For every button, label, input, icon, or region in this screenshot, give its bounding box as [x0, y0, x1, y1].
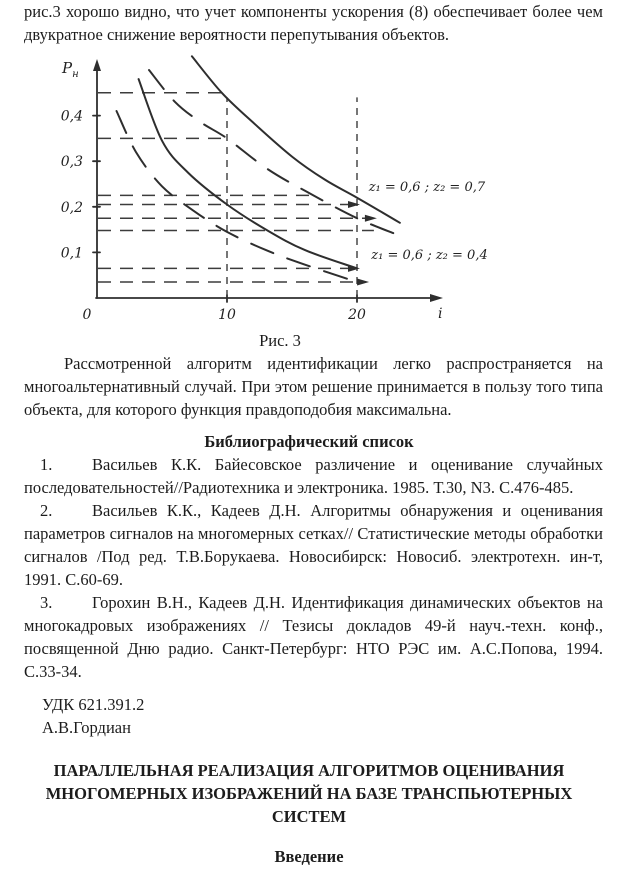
figure-caption: Рис. 3: [259, 331, 301, 350]
reference-number: 1.: [40, 455, 53, 474]
body-paragraph: Рассмотренной алгоритм идентификации лег…: [24, 354, 603, 419]
intro-paragraph: рис.3 хорошо видно, что учет компоненты …: [24, 2, 603, 44]
figure-3: Pн i 0,1 0,2 0,3 0,4 0 10 20 z₁ = 0,6 ; z₂ = 0,7 z…: [0, 55, 560, 352]
author-line: А.В.Гордиан: [42, 718, 131, 737]
svg-text:0,3: 0,3: [61, 154, 83, 170]
svg-text:0,2: 0,2: [61, 200, 83, 216]
article-title: ПАРАЛЛЕЛЬНАЯ РЕАЛИЗАЦИЯ АЛГОРИТМОВ ОЦЕНИ…: [0, 759, 618, 828]
article-title-line: МНОГОМЕРНЫХ ИЗОБРАЖЕНИЙ НА БАЗЕ ТРАНСПЬЮ…: [45, 784, 573, 803]
svg-text:i: i: [438, 306, 442, 322]
svg-text:20: 20: [347, 307, 366, 323]
svg-text:z₁ = 0,6 ; z₂ = 0,7: z₁ = 0,6 ; z₂ = 0,7: [368, 180, 486, 195]
svg-text:0,1: 0,1: [61, 245, 83, 261]
reference-list: 1. Васильев К.К. Байесовское различение и…: [0, 453, 618, 683]
reference-number: 3.: [40, 593, 53, 612]
svg-text:Pн: Pн: [61, 59, 79, 80]
reference-item: 2. Васильев К.К., Кадеев Д.Н. Алгоритмы о…: [0, 499, 618, 591]
reference-text: Горохин В.Н., Кадеев Д.Н. Идентификация …: [24, 593, 603, 681]
svg-text:z₁ = 0,6 ; z₂ = 0,4: z₁ = 0,6 ; z₂ = 0,4: [370, 248, 487, 263]
reference-text: Васильев К.К., Кадеев Д.Н. Алгоритмы обн…: [24, 501, 603, 589]
article-title-line: ПАРАЛЛЕЛЬНАЯ РЕАЛИЗАЦИЯ АЛГОРИТМОВ ОЦЕНИ…: [53, 761, 565, 780]
reference-number: 2.: [40, 501, 53, 520]
reference-text: Васильев К.К. Байесовское различение и о…: [24, 455, 603, 497]
introduction-heading: Введение: [274, 847, 344, 866]
udc-line: УДК 621.391.2: [42, 695, 145, 714]
svg-text:0: 0: [83, 307, 92, 323]
article-title-line: СИСТЕМ: [271, 807, 347, 826]
bibliography-heading: Библиографический список: [204, 432, 414, 451]
reference-item: 3. Горохин В.Н., Кадеев Д.Н. Идентификаци…: [0, 591, 618, 683]
svg-text:10: 10: [218, 307, 236, 323]
reference-item: 1. Васильев К.К. Байесовское различение и…: [0, 453, 618, 499]
figure-3-chart: Pн i 0,1 0,2 0,3 0,4 0 10 20 z₁ = 0,6 ; z₂ = 0,7 z…: [61, 55, 488, 323]
svg-text:0,4: 0,4: [61, 109, 83, 125]
